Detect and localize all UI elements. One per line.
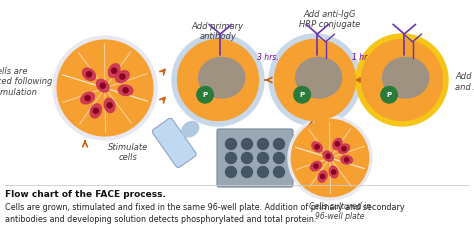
Circle shape [123, 88, 128, 93]
Text: 1 hr.: 1 hr. [352, 53, 368, 62]
Circle shape [326, 154, 330, 158]
Circle shape [320, 174, 325, 179]
Circle shape [53, 36, 157, 140]
Circle shape [257, 166, 268, 177]
Text: Flow chart of the FACE process.: Flow chart of the FACE process. [5, 190, 166, 199]
Circle shape [172, 34, 264, 126]
Circle shape [241, 152, 253, 163]
Text: 3 hrs.: 3 hrs. [257, 53, 279, 62]
Circle shape [226, 139, 237, 150]
Text: Add anti-IgG
HRP conjugate: Add anti-IgG HRP conjugate [300, 10, 361, 29]
Circle shape [178, 40, 258, 121]
Circle shape [226, 166, 237, 177]
Circle shape [57, 40, 153, 136]
Ellipse shape [116, 71, 129, 82]
Circle shape [226, 152, 237, 163]
Circle shape [332, 170, 336, 174]
Ellipse shape [91, 104, 101, 118]
Circle shape [345, 158, 349, 162]
Ellipse shape [312, 142, 322, 152]
Text: Add developing
and stop solution: Add developing and stop solution [455, 72, 474, 92]
Circle shape [335, 142, 339, 146]
Circle shape [86, 72, 91, 77]
Text: P: P [387, 92, 392, 98]
Circle shape [288, 116, 372, 200]
Text: Cells are
fixed following
stimulation: Cells are fixed following stimulation [0, 67, 52, 97]
Circle shape [315, 145, 319, 149]
Circle shape [85, 95, 90, 101]
Circle shape [274, 40, 356, 121]
Circle shape [314, 164, 318, 168]
Text: Add primary
antibody: Add primary antibody [192, 22, 244, 41]
FancyBboxPatch shape [217, 129, 293, 187]
Circle shape [381, 86, 397, 103]
Ellipse shape [310, 162, 321, 171]
Text: Cells cultured in
96-well plate: Cells cultured in 96-well plate [309, 202, 371, 221]
Ellipse shape [199, 57, 245, 98]
Circle shape [362, 40, 443, 121]
Circle shape [241, 166, 253, 177]
Circle shape [111, 68, 117, 73]
Circle shape [273, 166, 284, 177]
Circle shape [257, 139, 268, 150]
Ellipse shape [338, 144, 349, 153]
Ellipse shape [81, 92, 94, 104]
Circle shape [107, 103, 112, 108]
Ellipse shape [182, 122, 199, 137]
Text: P: P [300, 92, 305, 98]
Circle shape [292, 119, 369, 197]
Ellipse shape [323, 151, 333, 161]
Circle shape [241, 139, 253, 150]
Ellipse shape [82, 68, 95, 81]
Text: Stimulate
cells: Stimulate cells [108, 143, 148, 163]
Ellipse shape [96, 79, 109, 92]
Circle shape [257, 152, 268, 163]
Ellipse shape [383, 57, 428, 98]
Circle shape [269, 34, 361, 126]
Circle shape [342, 147, 346, 151]
Ellipse shape [109, 64, 120, 78]
Text: P: P [202, 92, 208, 98]
Ellipse shape [329, 166, 338, 178]
Ellipse shape [118, 85, 133, 95]
Text: antibodies and developing solution detects phosphorylated and total protein.: antibodies and developing solution detec… [5, 215, 316, 224]
Circle shape [294, 86, 310, 103]
Circle shape [273, 152, 284, 163]
Circle shape [93, 108, 99, 113]
Ellipse shape [318, 171, 327, 182]
Circle shape [120, 74, 125, 79]
Circle shape [273, 139, 284, 150]
Ellipse shape [341, 156, 353, 164]
Circle shape [356, 34, 448, 126]
Ellipse shape [333, 138, 342, 150]
Circle shape [100, 83, 105, 88]
FancyBboxPatch shape [152, 118, 196, 168]
Ellipse shape [296, 57, 342, 98]
Circle shape [197, 86, 213, 103]
Ellipse shape [104, 98, 115, 112]
Text: Cells are grown, stimulated and fixed in the same 96-well plate. Addition of pri: Cells are grown, stimulated and fixed in… [5, 203, 405, 212]
